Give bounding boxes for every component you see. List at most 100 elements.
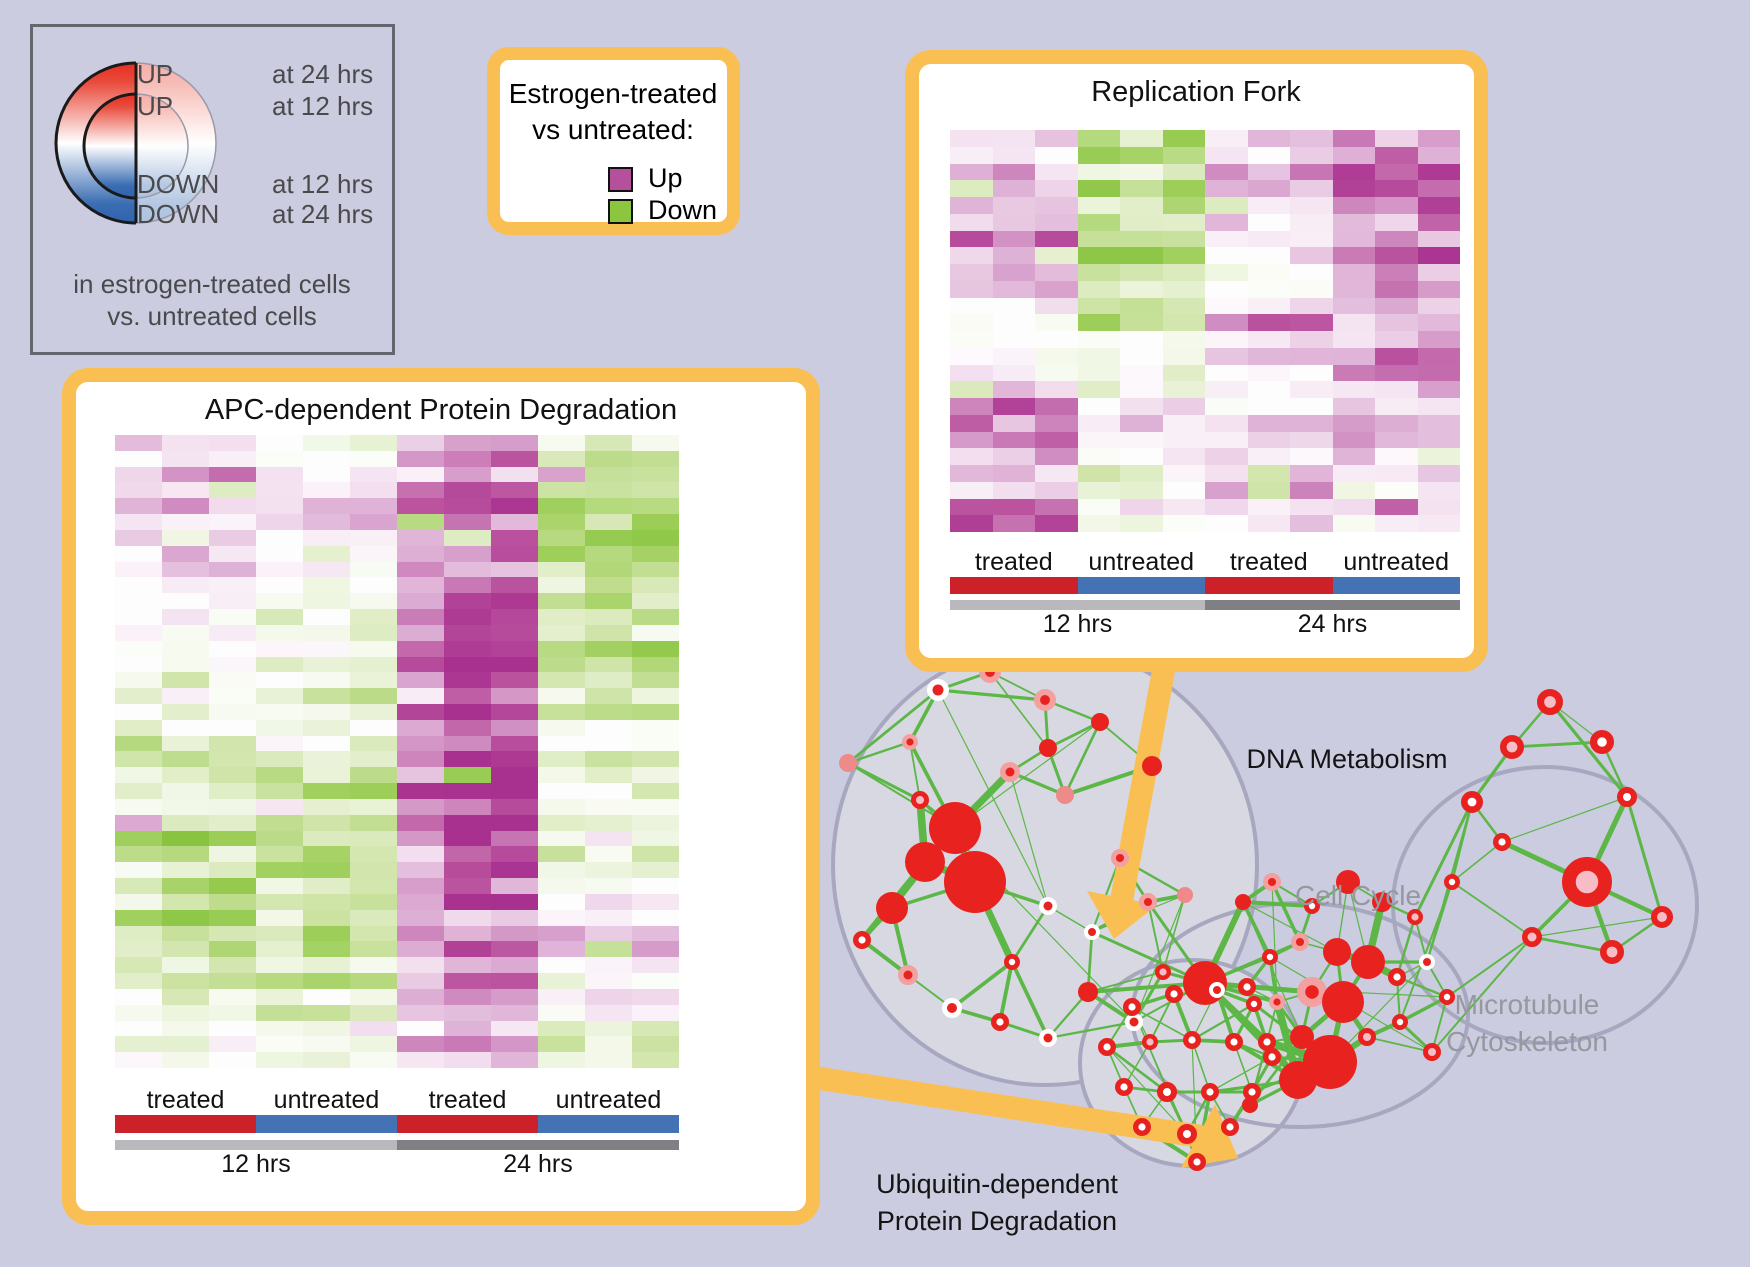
gene-node [1279, 1061, 1317, 1099]
gene-node [1242, 1097, 1258, 1113]
microtubule-label-line1: Microtubule [1454, 989, 1600, 1020]
gene-node [1651, 906, 1674, 929]
gene-node [902, 734, 919, 751]
apc-time-label-1: 24 hrs [503, 1150, 573, 1178]
gene-node [1237, 978, 1256, 997]
gene-node [1122, 998, 1141, 1017]
gene-node [1372, 892, 1392, 912]
gene-node [1617, 787, 1637, 807]
gene-node [1078, 982, 1098, 1002]
gene-node [1034, 689, 1057, 712]
gene-node [1268, 994, 1285, 1011]
rf-time-label-1: 24 hrs [1297, 610, 1368, 638]
gene-node [1392, 1014, 1409, 1031]
gene-node [927, 679, 949, 701]
gene-node [1304, 898, 1321, 915]
gene-node [1242, 1082, 1261, 1101]
gene-node [1262, 949, 1279, 966]
dna-metabolism-label: DNA Metabolism [1246, 744, 1448, 774]
scale-caption-line2: vs. untreated cells [107, 301, 317, 331]
rf-time-bar-0 [950, 600, 1205, 610]
arrow-apc-to-ubi-head [1181, 1104, 1238, 1168]
rf-group-bar-2 [1205, 577, 1333, 594]
gene-node [1419, 954, 1435, 970]
apc-heatmap [115, 435, 679, 1068]
scale-up-24-dir: UP [137, 59, 174, 89]
gene-node [1177, 887, 1193, 903]
down-color-swatch [608, 199, 633, 224]
gene-node [1500, 734, 1525, 759]
up-color-swatch [608, 167, 633, 192]
gene-node [1262, 872, 1281, 891]
gene-node [1138, 892, 1157, 911]
gene-node [1439, 989, 1456, 1006]
ubiquitin-label-line1: Ubiquitin-dependent [876, 1169, 1118, 1199]
rf-group-label-3: untreated [1343, 548, 1450, 576]
gene-node [1246, 996, 1263, 1013]
gene-node [853, 931, 872, 950]
gene-node [1224, 1032, 1243, 1051]
gene-node [1589, 729, 1614, 754]
figure-bottom-margin [0, 1267, 1750, 1279]
gene-node [1132, 1117, 1151, 1136]
gene-node [1262, 1047, 1281, 1066]
gene-node [1290, 932, 1309, 951]
apc-group-bar-2 [397, 1115, 538, 1133]
rf-time-label-0: 12 hrs [1042, 610, 1113, 638]
scale-down-12-time: at 12 hrs [272, 169, 374, 199]
gene-node [1187, 1152, 1206, 1171]
gene-node [1142, 756, 1162, 776]
gene-node [942, 998, 962, 1018]
gene-node [1091, 713, 1109, 731]
gene-node [1004, 954, 1021, 971]
gene-node [1084, 924, 1100, 940]
gene-node [1000, 762, 1020, 782]
gene-node [1177, 1124, 1197, 1144]
down-label: Down [648, 195, 718, 225]
gene-node [1406, 909, 1423, 926]
apc-title: APC-dependent Protein Degradation [204, 394, 678, 426]
gene-node [1351, 945, 1385, 979]
gene-node [1157, 1082, 1177, 1102]
rf-time-bar-1 [1205, 600, 1460, 610]
gene-node [1336, 870, 1360, 894]
scale-caption-line1: in estrogen-treated cells [73, 269, 351, 299]
rf-group-bar-0 [950, 577, 1078, 594]
gene-node [1125, 1013, 1143, 1031]
apc-group-label-1: untreated [273, 1086, 380, 1114]
scale-up-24-time: at 24 hrs [272, 59, 374, 89]
gene-node [1056, 786, 1074, 804]
gene-node [898, 965, 918, 985]
scale-down-24-time: at 24 hrs [272, 199, 374, 229]
gene-node [1097, 1037, 1116, 1056]
rf-group-label-1: untreated [1088, 548, 1195, 576]
rf-heatmap [950, 130, 1460, 532]
microtubule-cytoskeleton-label: Microtubule Cytoskeleton [1446, 986, 1608, 1060]
gene-node [905, 842, 945, 882]
gene-node [1522, 927, 1542, 947]
up-label: Up [648, 163, 683, 193]
gene-node [1422, 1042, 1441, 1061]
rf-group-bar-1 [1077, 577, 1205, 594]
replication-fork-title: Replication Fork [1091, 76, 1301, 108]
gene-node [839, 754, 857, 772]
apc-group-bar-0 [115, 1115, 256, 1133]
gene-node [1141, 1033, 1158, 1050]
ubiquitin-degradation-label: Ubiquitin-dependent Protein Degradation [876, 1166, 1118, 1240]
gene-node [1220, 1117, 1239, 1136]
gene-node [1257, 1032, 1276, 1051]
gene-node [1322, 981, 1364, 1023]
apc-group-label-3: untreated [555, 1086, 662, 1114]
gene-node [1323, 938, 1351, 966]
gene-node [1536, 689, 1563, 716]
updown-legend-title-line2: vs untreated: [532, 114, 694, 145]
gene-node [1039, 739, 1057, 757]
gene-node [1562, 857, 1612, 907]
apc-time-label-0: 12 hrs [221, 1150, 291, 1178]
updown-gradient-circles-icon [54, 61, 217, 225]
scale-down-24-dir: DOWN [137, 199, 220, 229]
gene-node [910, 790, 929, 809]
rf-group-label-2: treated [1229, 548, 1308, 576]
rf-group-bar-3 [1332, 577, 1460, 594]
